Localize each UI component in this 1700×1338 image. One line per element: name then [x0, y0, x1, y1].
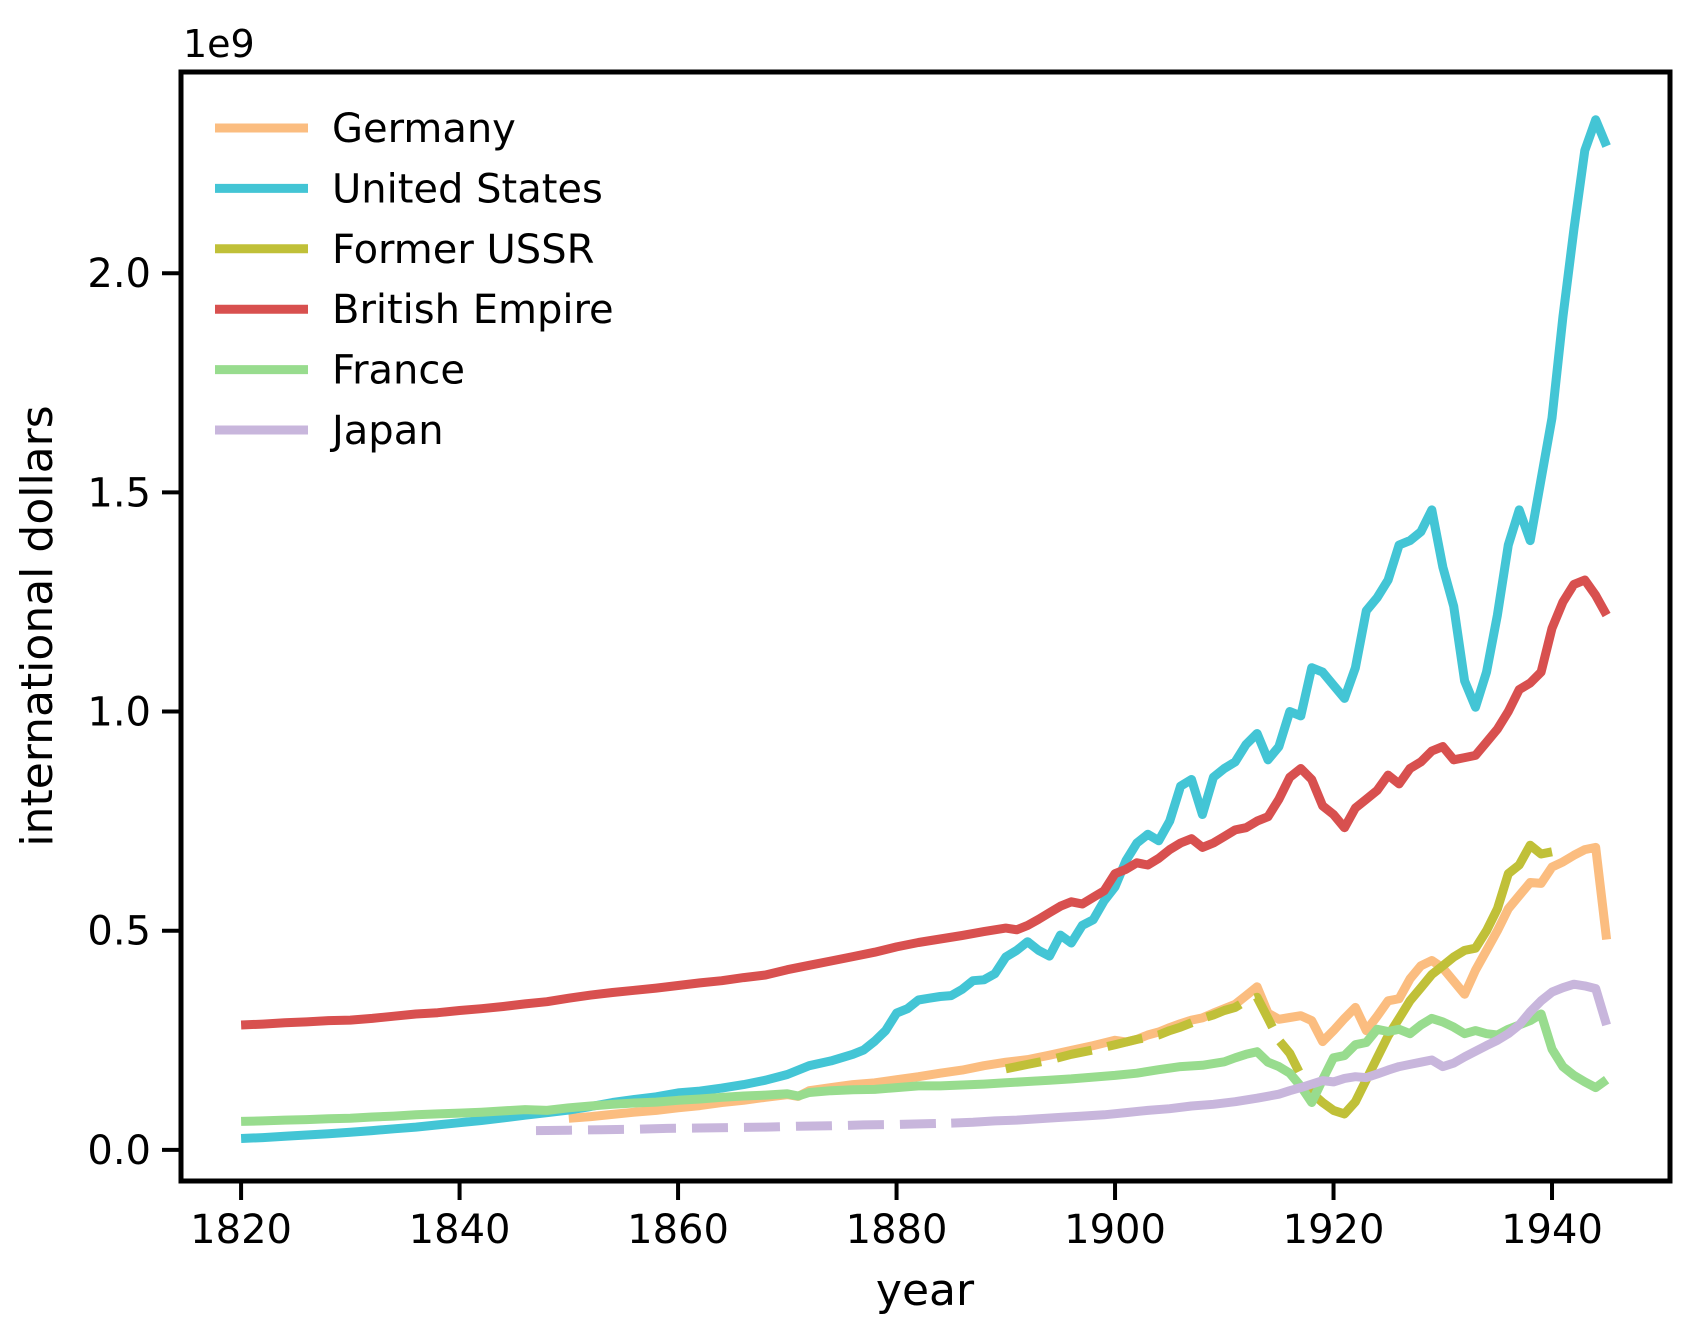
series-line-japan-estimated	[535, 1118, 952, 1136]
series-layer	[240, 115, 1612, 1143]
y-tick-label-1.0: 1.0	[87, 690, 151, 736]
x-axis-label: year	[876, 1265, 975, 1316]
legend-item-germany: Germany	[215, 106, 516, 152]
legend-item-united-states: United States	[215, 166, 603, 212]
legend-item-japan: Japan	[215, 408, 444, 454]
x-tick-label-1920: 1920	[1283, 1207, 1385, 1253]
legend-label: Germany	[332, 106, 516, 152]
x-tick-label-1880: 1880	[846, 1207, 948, 1253]
y-tick-label-2.0: 2.0	[87, 251, 151, 297]
y-tick-label-1.5: 1.5	[87, 470, 151, 516]
y-axis-offset-text: 1e9	[183, 22, 255, 66]
y-axis-label: international dollars	[12, 405, 63, 846]
legend-label: United States	[332, 166, 603, 212]
legend-item-former-ussr: Former USSR	[215, 227, 594, 273]
y-tick-label-0.5: 0.5	[87, 909, 151, 955]
legend-label: British Empire	[332, 287, 614, 333]
y-tick-label-0.0: 0.0	[87, 1128, 151, 1174]
x-tick-label-1900: 1900	[1064, 1207, 1166, 1253]
legend-item-british-empire: British Empire	[215, 287, 614, 333]
series-line-japan	[951, 979, 1611, 1128]
series-line-former-ussr	[1308, 840, 1553, 1119]
series-line-british-empire	[240, 575, 1611, 1030]
legend: Germany United States Former USSR British E…	[215, 106, 614, 454]
series-line-france	[240, 1009, 1610, 1126]
x-tick-label-1840: 1840	[409, 1207, 511, 1253]
x-tick-label-1860: 1860	[627, 1207, 729, 1253]
x-tick-label-1820: 1820	[190, 1207, 292, 1253]
legend-label: Former USSR	[332, 227, 594, 273]
x-tick-label-1940: 1940	[1501, 1207, 1603, 1253]
axes-frame	[178, 69, 1673, 1184]
series-line-former-ussr-estimated	[1004, 992, 1316, 1096]
legend-label: France	[332, 348, 465, 394]
tick-layer: 1820 1840 1860 1880 1900 1920 1940 0.0 0.5 1.0 1.5…	[87, 251, 1603, 1253]
legend-item-france: France	[215, 348, 465, 394]
legend-label: Japan	[329, 408, 444, 454]
